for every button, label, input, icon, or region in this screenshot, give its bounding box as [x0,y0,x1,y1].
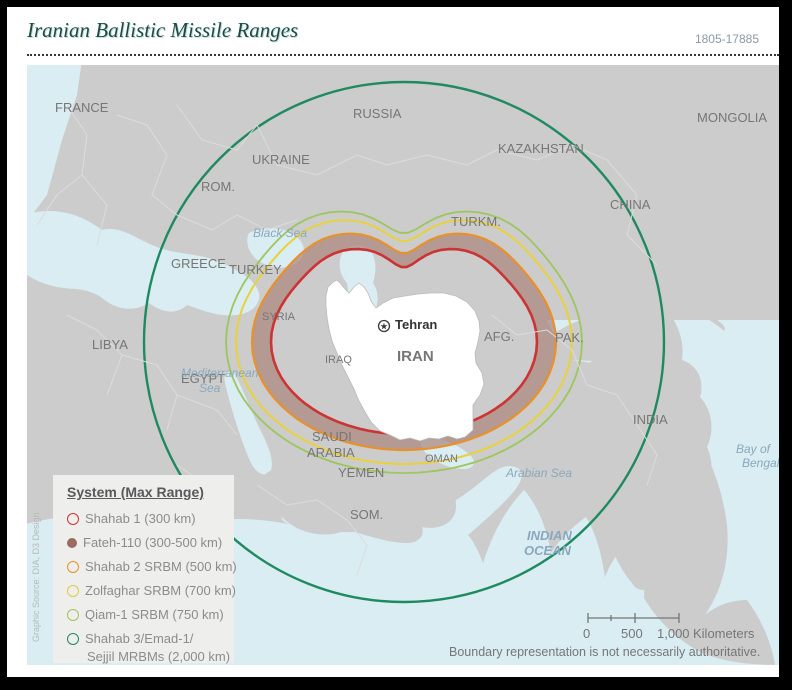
svg-text:UKRAINE: UKRAINE [252,152,310,167]
svg-text:SOM.: SOM. [350,507,383,522]
svg-text:500: 500 [621,626,643,641]
svg-text:1,000: 1,000 [657,626,690,641]
svg-text:Bengal: Bengal [742,456,779,470]
svg-text:Black Sea: Black Sea [253,226,307,240]
svg-text:Boundary representation is not: Boundary representation is not necessari… [449,645,760,659]
svg-text:LIBYA: LIBYA [92,337,128,352]
svg-text:SYRIA: SYRIA [262,311,296,323]
svg-text:0: 0 [583,626,590,641]
svg-text:ARABIA: ARABIA [307,445,355,460]
svg-text:KAZAKHSTAN: KAZAKHSTAN [498,141,584,156]
svg-text:TURKM.: TURKM. [451,214,501,229]
svg-text:Sea: Sea [199,381,221,395]
svg-text:Arabian Sea: Arabian Sea [505,466,572,480]
svg-text:Kilometers: Kilometers [693,626,755,641]
svg-text:GREECE: GREECE [171,256,226,271]
svg-text:CHINA: CHINA [610,197,651,212]
svg-text:RUSSIA: RUSSIA [353,106,402,121]
svg-text:★: ★ [380,322,388,331]
svg-text:Tehran: Tehran [395,317,437,332]
svg-text:INDIA: INDIA [633,412,668,427]
svg-text:IRAN: IRAN [397,348,434,365]
svg-text:Bay of: Bay of [736,442,772,456]
svg-text:IRAQ: IRAQ [325,354,352,366]
svg-text:PAK.: PAK. [555,330,584,345]
svg-text:YEMEN: YEMEN [338,465,384,480]
svg-text:INDIAN: INDIAN [527,528,572,543]
svg-text:ROM.: ROM. [201,179,235,194]
svg-text:AFG.: AFG. [484,329,514,344]
svg-text:SAUDI: SAUDI [312,429,352,444]
svg-text:MONGOLIA: MONGOLIA [697,110,767,125]
svg-text:FRANCE: FRANCE [55,100,109,115]
svg-text:OCEAN: OCEAN [524,543,572,558]
svg-text:OMAN: OMAN [425,453,458,465]
svg-text:TURKEY: TURKEY [229,262,282,277]
